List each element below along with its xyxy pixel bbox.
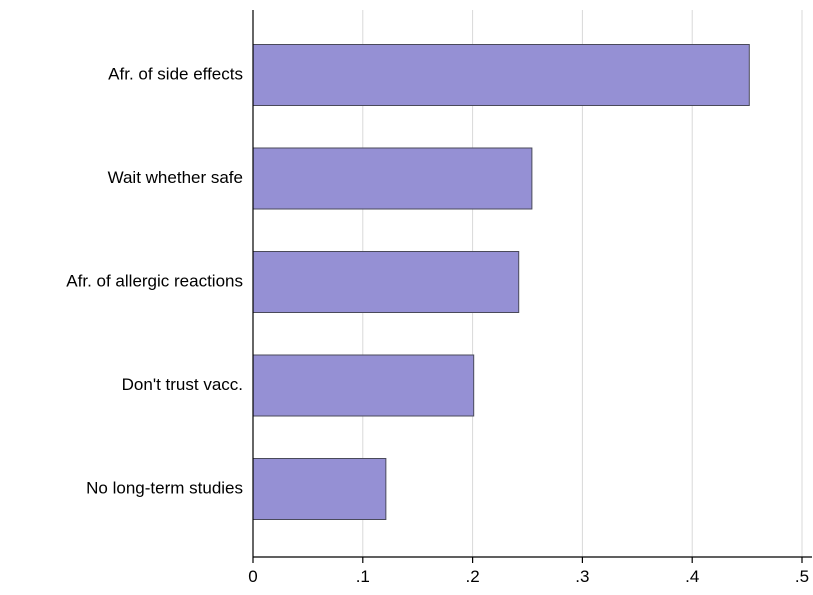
bar-3 [252, 354, 475, 417]
x-tick-label-0: 0 [248, 567, 257, 586]
category-label-0: Afr. of side effects [108, 64, 243, 83]
x-tick-label-3: .3 [575, 567, 589, 586]
x-tick-label-5: .5 [795, 567, 809, 586]
bar-layer [252, 44, 750, 520]
x-tick-label-4: .4 [685, 567, 699, 586]
x-tick-label-2: .2 [466, 567, 480, 586]
x-tick-label-1: .1 [356, 567, 370, 586]
bar-2 [252, 251, 520, 313]
bar-4 [252, 458, 387, 520]
axis-layer [252, 10, 812, 563]
bar-0 [252, 44, 750, 106]
category-label-4: No long-term studies [86, 478, 243, 497]
bar-1 [252, 147, 533, 210]
category-label-2: Afr. of allergic reactions [66, 271, 243, 290]
label-layer: Afr. of side effects Wait whether safe Afr… [66, 64, 809, 586]
category-label-3: Don't trust vacc. [122, 375, 243, 394]
category-label-1: Wait whether safe [108, 168, 243, 187]
